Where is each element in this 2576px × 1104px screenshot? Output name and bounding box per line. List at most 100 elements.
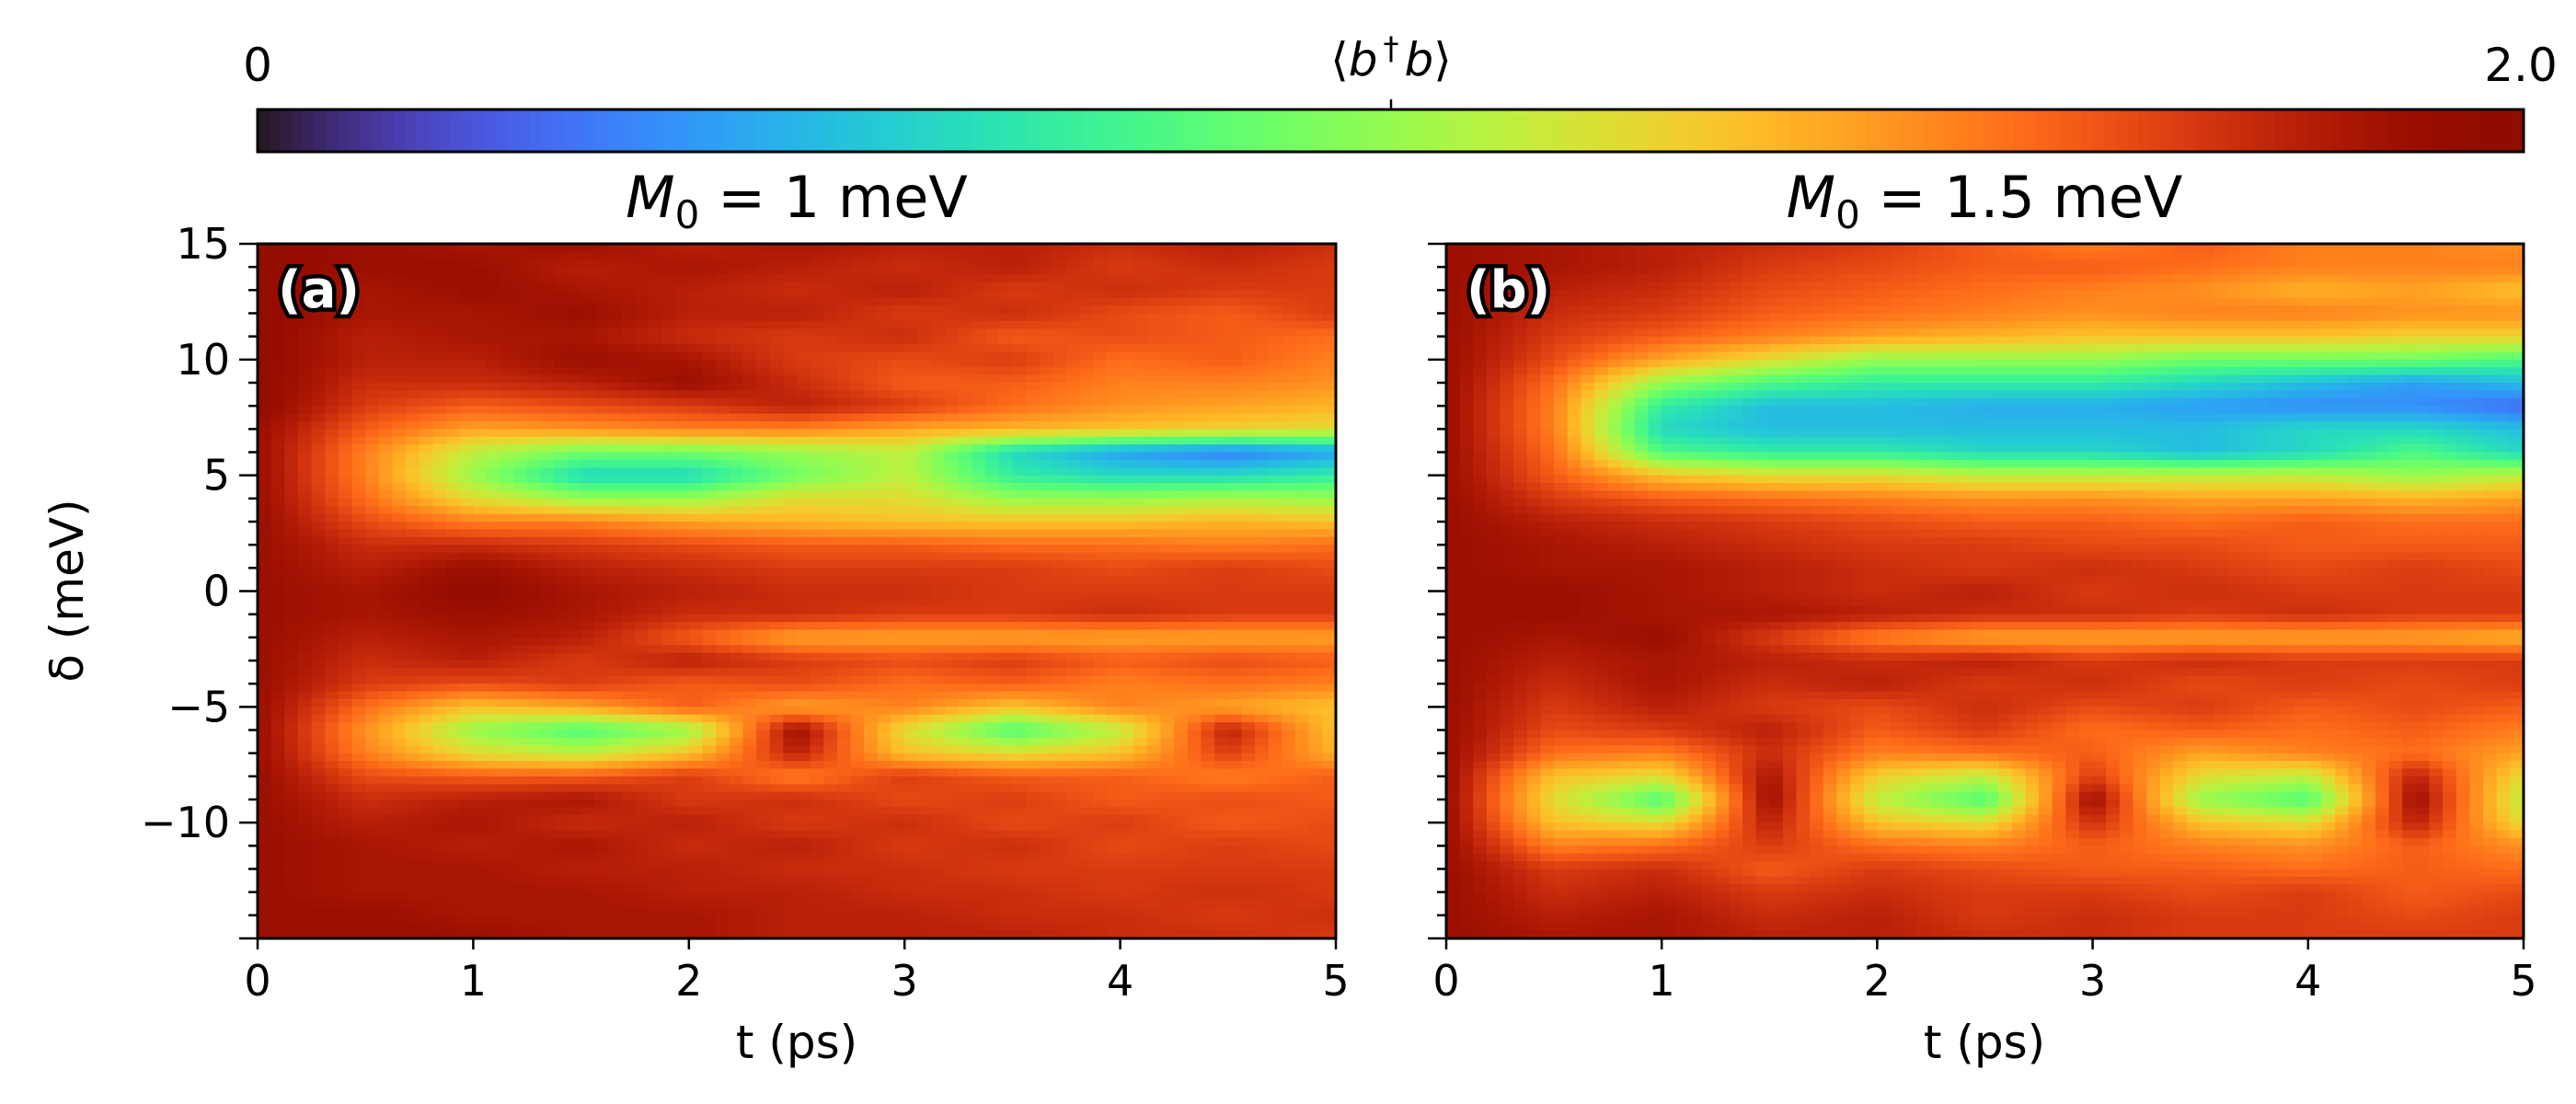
heatmap-cell [1322, 661, 1337, 670]
heatmap-cell [297, 698, 313, 708]
heatmap-cell [1146, 328, 1162, 338]
heatmap-cell [446, 267, 461, 276]
heatmap-cell [1174, 259, 1189, 268]
heatmap-cell [729, 267, 744, 276]
heatmap-cell [1093, 490, 1108, 500]
heatmap-cell [756, 244, 771, 253]
heatmap-cell [945, 420, 960, 431]
heatmap-cell [473, 436, 488, 445]
heatmap-cell [392, 513, 407, 523]
heatmap-cell [836, 328, 852, 338]
heatmap-cell [527, 559, 542, 569]
heatmap-cell [297, 614, 313, 623]
heatmap-cell [1255, 652, 1270, 661]
heatmap-cell [446, 637, 461, 647]
heatmap-cell [1120, 467, 1135, 477]
heatmap-cell [311, 591, 327, 600]
heatmap-cell [783, 351, 798, 361]
heatmap-cell [378, 251, 394, 260]
heatmap-cell [1241, 691, 1256, 700]
heatmap-cell [594, 397, 609, 407]
heatmap-cell [1201, 645, 1215, 654]
heatmap-cell [1052, 691, 1067, 700]
heatmap-cell [1133, 513, 1148, 523]
heatmap-cell [1039, 420, 1054, 431]
heatmap-cell [1052, 390, 1067, 399]
heatmap-cell [958, 290, 973, 299]
heatmap-cell [742, 498, 757, 508]
heatmap-cell [513, 313, 528, 322]
heatmap-cell [1052, 490, 1067, 500]
heatmap-cell [1282, 652, 1296, 661]
heatmap-cell [1120, 282, 1135, 292]
heatmap-cell [594, 684, 609, 693]
heatmap-cell [783, 282, 798, 292]
heatmap-cell [985, 536, 1000, 546]
heatmap-cell [945, 668, 960, 677]
heatmap-cell [311, 467, 327, 477]
heatmap-cell [1160, 575, 1175, 584]
heatmap-cell [1227, 444, 1243, 454]
heatmap-cell [1295, 413, 1310, 422]
heatmap-cell [621, 413, 636, 422]
heatmap-cell [729, 675, 744, 684]
heatmap-cell [1308, 522, 1324, 531]
heatmap-cell [473, 452, 488, 461]
heatmap-cell [904, 406, 919, 415]
heatmap-cell [432, 459, 447, 469]
heatmap-cell [351, 522, 366, 531]
heatmap-cell [877, 668, 892, 677]
heatmap-cell [365, 406, 380, 415]
heatmap-cell [1039, 506, 1054, 515]
heatmap-cell [554, 568, 569, 577]
heatmap-cell [365, 344, 380, 353]
heatmap-cell [594, 606, 609, 615]
heatmap-cell [1052, 575, 1067, 584]
heatmap-cell [311, 320, 327, 330]
heatmap-cell [931, 536, 946, 546]
heatmap-cell [810, 390, 825, 399]
heatmap-cell [419, 429, 434, 438]
heatmap-cell [459, 652, 475, 661]
heatmap-cell [1214, 397, 1229, 407]
heatmap-cell [1227, 661, 1243, 670]
heatmap-cell [594, 536, 609, 546]
heatmap-cell [284, 328, 299, 338]
heatmap-cell [1093, 467, 1108, 477]
heatmap-cell [365, 459, 380, 469]
heatmap-cell [972, 652, 986, 661]
heatmap-cell [1106, 452, 1121, 461]
heatmap-cell [432, 661, 447, 670]
heatmap-cell [1012, 552, 1027, 561]
heatmap-cell [1066, 267, 1081, 276]
heatmap-cell [729, 413, 744, 422]
heatmap-cell [958, 598, 973, 608]
heatmap-cell [1227, 367, 1243, 376]
heatmap-cell [716, 698, 730, 708]
heatmap-cell [1227, 467, 1243, 477]
heatmap-cell [1160, 413, 1175, 422]
heatmap-cell [1093, 420, 1108, 431]
heatmap-cell [487, 645, 501, 654]
heatmap-cell [554, 529, 569, 538]
heatmap-cell [1093, 675, 1108, 684]
heatmap-cell [850, 267, 866, 276]
heatmap-cell [823, 629, 838, 638]
heatmap-cell [823, 668, 838, 677]
heatmap-cell [297, 684, 313, 693]
heatmap-cell [972, 490, 986, 500]
heatmap-cell [661, 490, 676, 500]
heatmap-cell [742, 506, 757, 515]
heatmap-cell [607, 420, 623, 431]
heatmap-cell [1026, 483, 1041, 492]
heatmap-cell [985, 467, 1000, 477]
heatmap-cell [823, 498, 838, 508]
heatmap-cell [675, 637, 690, 647]
heatmap-cell [325, 483, 339, 492]
heatmap-cell [716, 305, 730, 315]
colorbar-segment [2013, 109, 2027, 152]
heatmap-cell [716, 444, 730, 454]
heatmap-cell [1241, 274, 1256, 283]
heatmap-cell [1120, 614, 1135, 623]
heatmap-cell [769, 444, 785, 454]
